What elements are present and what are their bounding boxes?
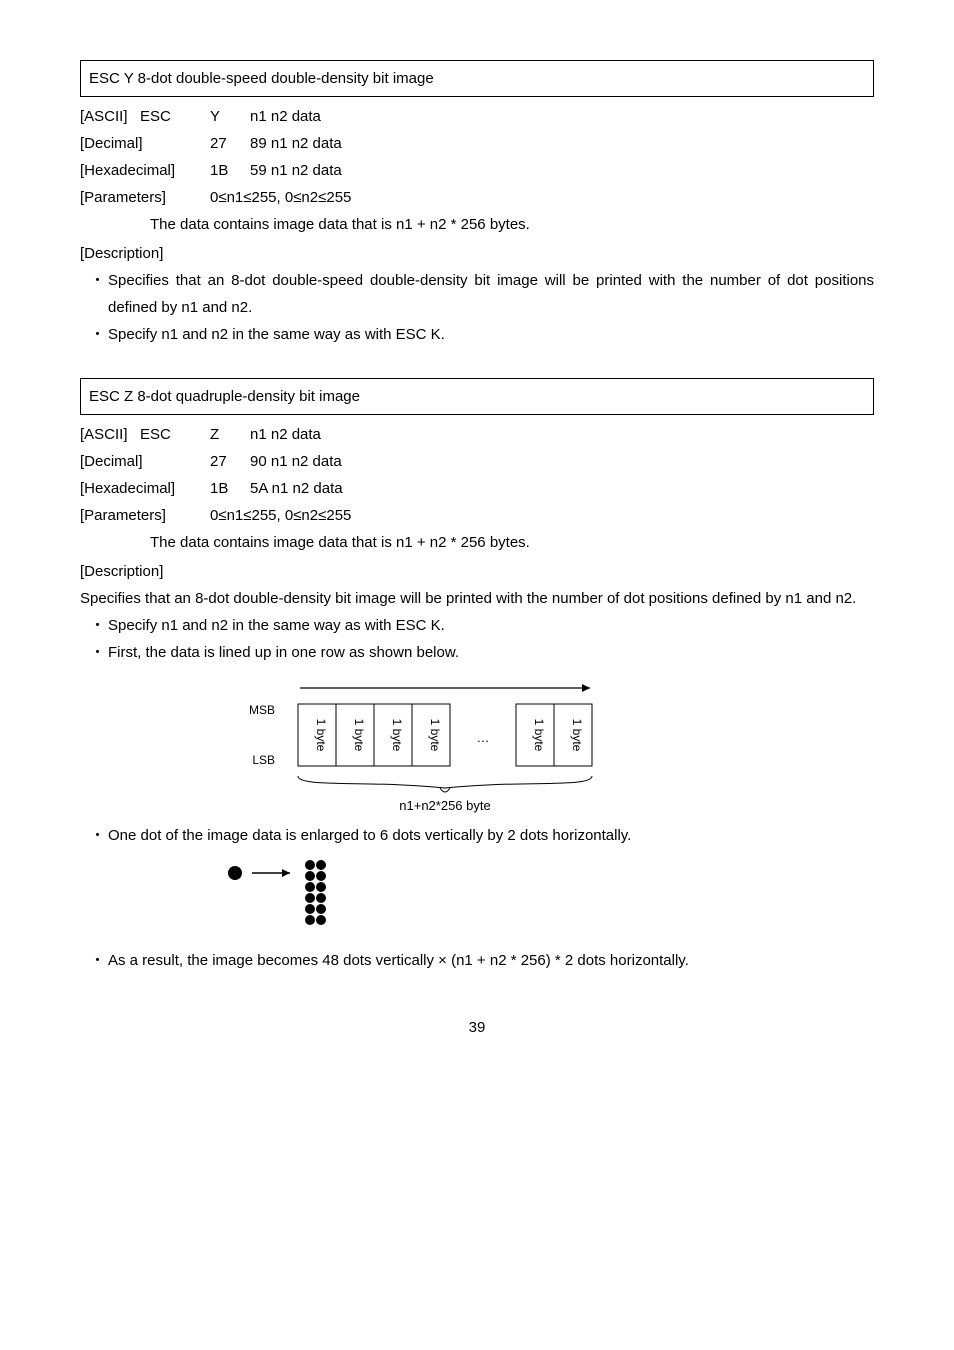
esc-y-dec-row: [Decimal] 27 89 n1 n2 data: [80, 130, 874, 157]
dec-code: 27: [210, 448, 250, 475]
enlarge-diagram: [80, 855, 874, 935]
label-hex: [Hexadecimal]: [80, 475, 210, 502]
esc-z-hex-row: [Hexadecimal] 1B 5A n1 n2 data: [80, 475, 874, 502]
param-val: 0≤n1≤255, 0≤n2≤255: [210, 502, 351, 529]
hex-rest: 5A n1 n2 data: [250, 475, 343, 502]
bullet-dot: ・: [90, 639, 108, 666]
bullet-text: Specify n1 and n2 in the same way as wit…: [108, 321, 874, 348]
bullet-text: Specifies that an 8-dot double-speed dou…: [108, 267, 874, 321]
esc-z-bullet-2: ・ First, the data is lined up in one row…: [80, 639, 874, 666]
dec-code: 27: [210, 130, 250, 157]
esc-z-title: ESC Z 8-dot quadruple-density bit image: [89, 388, 360, 405]
ascii-code: Z: [210, 421, 250, 448]
dec-rest: 89 n1 n2 data: [250, 130, 342, 157]
esc-z-header: ESC Z 8-dot quadruple-density bit image: [80, 378, 874, 415]
label-hex: [Hexadecimal]: [80, 157, 210, 184]
dec-rest: 90 n1 n2 data: [250, 448, 342, 475]
svg-text:1 byte: 1 byte: [532, 719, 546, 752]
label-params: [Parameters]: [80, 184, 210, 211]
param-val: 0≤n1≤255, 0≤n2≤255: [210, 184, 351, 211]
hex-rest: 59 n1 n2 data: [250, 157, 342, 184]
svg-text:1 byte: 1 byte: [314, 719, 328, 752]
esc-y-title: ESC Y 8-dot double-speed double-density …: [89, 70, 434, 87]
svg-text:1 byte: 1 byte: [570, 719, 584, 752]
ascii-code: Y: [210, 103, 250, 130]
svg-text:1 byte: 1 byte: [390, 719, 404, 752]
label-params: [Parameters]: [80, 502, 210, 529]
svg-text:1 byte: 1 byte: [352, 719, 366, 752]
esc-y-bullet-2: ・ Specify n1 and n2 in the same way as w…: [80, 321, 874, 348]
bullet-dot: ・: [90, 267, 108, 321]
svg-text:1 byte: 1 byte: [428, 719, 442, 752]
bullet-text: First, the data is lined up in one row a…: [108, 639, 874, 666]
hex-code: 1B: [210, 475, 250, 502]
esc-y-param-note: The data contains image data that is n1 …: [80, 211, 874, 238]
hex-code: 1B: [210, 157, 250, 184]
diagram-caption: n1+n2*256 byte: [399, 798, 490, 813]
esc-y-header: ESC Y 8-dot double-speed double-density …: [80, 60, 874, 97]
bullet-dot: ・: [90, 947, 108, 974]
label-decimal: [Decimal]: [80, 448, 210, 475]
esc-y-desc-label: [Description]: [80, 240, 874, 267]
post-bullet-1: ・ One dot of the image data is enlarged …: [80, 822, 874, 849]
esc-z-param-note: The data contains image data that is n1 …: [80, 529, 874, 556]
label-decimal: [Decimal]: [80, 130, 210, 157]
esc-z-bullet-1: ・ Specify n1 and n2 in the same way as w…: [80, 612, 874, 639]
esc-y-ascii-row: [ASCII] ESC Y n1 n2 data: [80, 103, 874, 130]
byte-diagram: MSB LSB … 1 byte 1 byte 1 byte 1 byte 1 …: [80, 676, 874, 816]
bullet-dot: ・: [90, 321, 108, 348]
ascii-rest: n1 n2 data: [250, 421, 321, 448]
post-bullet-2: ・ As a result, the image becomes 48 dots…: [80, 947, 874, 974]
ascii-rest: n1 n2 data: [250, 103, 321, 130]
bullet-text: Specify n1 and n2 in the same way as wit…: [108, 612, 874, 639]
bullet-text: One dot of the image data is enlarged to…: [108, 822, 874, 849]
esc-z-ascii-row: [ASCII] ESC Z n1 n2 data: [80, 421, 874, 448]
lsb-label: LSB: [252, 753, 275, 767]
ellipsis: …: [477, 730, 490, 745]
esc-y-param-row: [Parameters] 0≤n1≤255, 0≤n2≤255: [80, 184, 874, 211]
label-ascii: [ASCII] ESC: [80, 421, 210, 448]
bullet-text: As a result, the image becomes 48 dots v…: [108, 947, 874, 974]
esc-y-bullet-1: ・ Specifies that an 8-dot double-speed d…: [80, 267, 874, 321]
esc-z-desc-label: [Description]: [80, 558, 874, 585]
msb-label: MSB: [249, 703, 275, 717]
esc-y-hex-row: [Hexadecimal] 1B 59 n1 n2 data: [80, 157, 874, 184]
bullet-dot: ・: [90, 612, 108, 639]
esc-z-param-row: [Parameters] 0≤n1≤255, 0≤n2≤255: [80, 502, 874, 529]
page-number: 39: [80, 1014, 874, 1041]
label-ascii: [ASCII] ESC: [80, 103, 210, 130]
bullet-dot: ・: [90, 822, 108, 849]
esc-z-desc-text: Specifies that an 8-dot double-density b…: [80, 585, 874, 612]
esc-z-dec-row: [Decimal] 27 90 n1 n2 data: [80, 448, 874, 475]
